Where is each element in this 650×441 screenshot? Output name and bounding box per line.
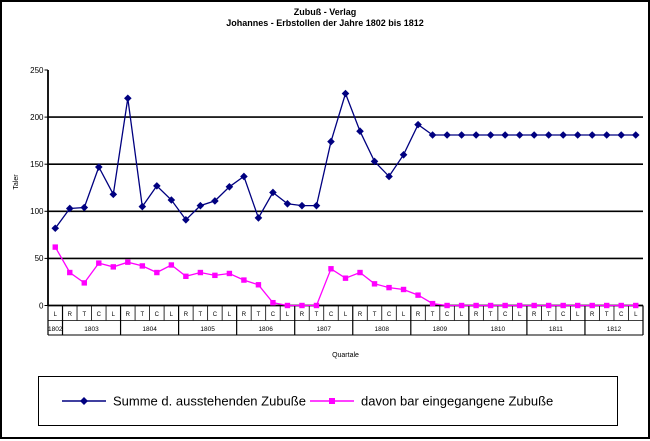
svg-text:T: T — [605, 312, 609, 318]
svg-text:L: L — [344, 312, 348, 318]
svg-text:L: L — [286, 312, 290, 318]
svg-text:L: L — [518, 312, 522, 318]
square-marker-icon — [310, 398, 354, 404]
chart-subtitle: Johannes - Erbstollen der Jahre 1802 bis… — [226, 18, 424, 28]
svg-text:R: R — [126, 312, 131, 318]
series-ausstehende — [51, 89, 640, 233]
svg-text:1802: 1802 — [48, 326, 63, 333]
svg-text:R: R — [68, 312, 73, 318]
svg-text:L: L — [576, 312, 580, 318]
svg-text:C: C — [387, 312, 392, 318]
svg-text:L: L — [170, 312, 174, 318]
axes — [47, 70, 643, 307]
svg-text:T: T — [82, 312, 86, 318]
x-axis-label: Quartale — [332, 352, 359, 359]
svg-text:C: C — [155, 312, 160, 318]
svg-text:C: C — [213, 312, 218, 318]
gridlines — [48, 116, 643, 260]
svg-text:R: R — [590, 312, 595, 318]
svg-text:L: L — [402, 312, 406, 318]
svg-text:T: T — [257, 312, 261, 318]
svg-text:R: R — [474, 312, 479, 318]
svg-text:R: R — [358, 312, 363, 318]
diamond-marker-icon — [62, 397, 106, 405]
svg-text:C: C — [503, 312, 508, 318]
svg-text:1806: 1806 — [258, 326, 273, 333]
svg-text:R: R — [242, 312, 247, 318]
svg-text:1805: 1805 — [200, 326, 215, 333]
svg-text:1812: 1812 — [607, 326, 622, 333]
legend: Summe d. ausstehenden Zubuße davon bar e… — [38, 376, 618, 426]
svg-text:1803: 1803 — [84, 326, 99, 333]
legend-entry-ausstehende-zubusse: Summe d. ausstehenden Zubuße — [61, 394, 306, 409]
legend-label: davon bar eingegangene Zubuße — [361, 393, 554, 409]
svg-text:T: T — [489, 312, 493, 318]
svg-text:C: C — [329, 312, 334, 318]
svg-text:150: 150 — [30, 160, 44, 169]
series-bar-eingegangene — [52, 244, 639, 309]
svg-text:R: R — [416, 312, 421, 318]
svg-text:C: C — [445, 312, 450, 318]
svg-text:T: T — [140, 312, 144, 318]
svg-text:L: L — [112, 312, 116, 318]
svg-text:100: 100 — [30, 207, 44, 216]
svg-text:1808: 1808 — [375, 326, 390, 333]
svg-text:T: T — [315, 312, 319, 318]
svg-text:L: L — [54, 312, 58, 318]
svg-text:C: C — [619, 312, 624, 318]
svg-text:R: R — [532, 312, 537, 318]
legend-label: Summe d. ausstehenden Zubuße — [113, 393, 306, 409]
chart-title-block: Zubuß - Verlag Johannes - Erbstollen der… — [2, 7, 648, 29]
svg-text:50: 50 — [35, 254, 44, 263]
svg-text:T: T — [547, 312, 551, 318]
svg-text:T: T — [431, 312, 435, 318]
chart-title: Zubuß - Verlag — [293, 7, 357, 17]
svg-text:1811: 1811 — [549, 326, 563, 333]
svg-text:1804: 1804 — [142, 326, 157, 333]
svg-text:C: C — [97, 312, 102, 318]
svg-text:T: T — [199, 312, 203, 318]
svg-text:200: 200 — [30, 113, 44, 122]
svg-text:1810: 1810 — [491, 326, 506, 333]
svg-text:C: C — [561, 312, 566, 318]
svg-text:C: C — [271, 312, 276, 318]
svg-text:0: 0 — [39, 301, 44, 310]
y-axis-ticks: 0 50 100 150 200 250 — [30, 66, 48, 310]
svg-text:L: L — [634, 312, 638, 318]
svg-text:R: R — [300, 312, 305, 318]
legend-entry-bar-eingegangene-zubusse: davon bar eingegangene Zubuße — [309, 394, 553, 409]
svg-text:L: L — [460, 312, 464, 318]
svg-text:L: L — [228, 312, 232, 318]
svg-text:R: R — [184, 312, 189, 318]
svg-text:1809: 1809 — [433, 326, 448, 333]
svg-text:250: 250 — [30, 66, 44, 75]
svg-text:1807: 1807 — [316, 326, 331, 333]
svg-text:T: T — [373, 312, 377, 318]
